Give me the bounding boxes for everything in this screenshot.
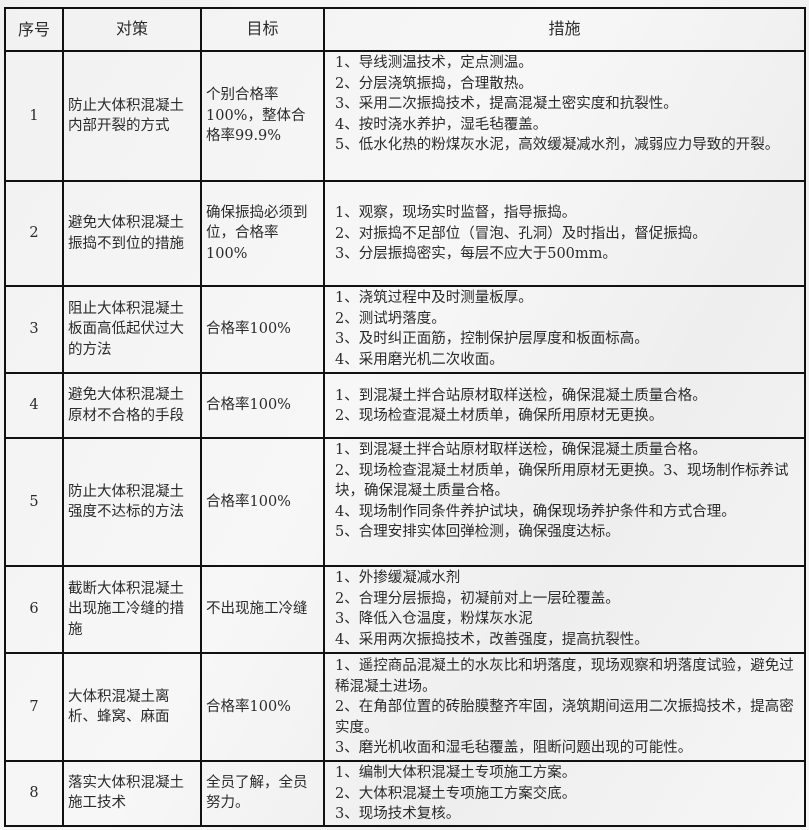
measure-item: 3、采用二次振捣技术，提高混凝土密实度和抗裂性。 [335,96,678,112]
table-row: 5 防止大体积混凝土强度不达标的方法 合格率100% 1、到混凝土拌合站原材取样送检，… [4,437,806,567]
strategy-cell: 落实大体积混凝土施工技术 [62,760,202,827]
table-row: 4 避免大体积混凝土原材不合格的手段 合格率100% 1、到混凝土拌合站原材取样送检，… [4,372,806,439]
goal-cell: 个别合格率100%，整体合格率99.9% [200,50,325,182]
goal-cell: 不出现施工冷缝 [200,565,325,654]
measure-item: 2、测试坍落度。 [335,310,446,327]
strategy-cell: 阻止大体积混凝土板面高低起伏过大的方法 [62,285,202,374]
header-row: 序号 对策 目标 措施 [4,7,806,52]
measure-item: 2、大体积混凝土专项施工方案交底。 [335,785,577,802]
measure-item: 1、编制大体积混凝土专项施工方案。 [335,765,577,781]
table-row: 1 防止大体积混凝土内部开裂的方式 个别合格率100%，整体合格率99.9% 1、导线… [4,50,806,182]
table-row: 7 大体积混凝土离析、蜂窝、麻面 合格率100% 1、遥控商品混凝土的水灰比和坍落度，… [4,652,806,762]
measure-item: 2、在角部位置的砖胎膜整齐牢固，浇筑期间运用二次振捣技术，提高密实度。 [335,699,794,736]
measure-item: 2、合理分层振捣，初凝前对上一层砼覆盖。 [335,590,620,607]
measure-item: 2、对振捣不足部位（冒泡、孔洞）及时指出，督促振捣。 [335,225,707,242]
measures-cell: 1、编制大体积混凝土专项施工方案。 2、大体积混凝土专项施工方案交底。 3、现场技术… [323,760,806,827]
measure-item: 3、磨光机收面和湿毛毡覆盖，阻断问题出现的可能性。 [335,740,693,757]
strategy-cell: 截断大体积混凝土出现施工冷缝的措施 [62,565,202,654]
measures-cell: 1、遥控商品混凝土的水灰比和坍落度，现场观察和坍落度试验，避免过稀混凝土进场。 2… [323,652,806,762]
row-number: 5 [4,437,64,567]
row-number: 3 [4,285,64,374]
measure-item: 5、低水化热的粉煤灰水泥，高效缓凝减水剂，减弱应力导致的开裂。 [335,137,780,153]
strategy-cell: 避免大体积混凝土振捣不到位的措施 [62,180,202,287]
row-number: 7 [4,652,64,762]
row-number: 4 [4,372,64,439]
measures-cell: 1、导线测温技术，定点测温。 2、分层浇筑振捣，合理散热。 3、采用二次振捣技术，提… [323,50,806,182]
strategy-cell: 大体积混凝土离析、蜂窝、麻面 [62,652,202,762]
measure-item: 3、及时纠正面筋，控制保护层厚度和板面标高。 [335,331,649,347]
goal-cell: 合格率100% [200,372,325,439]
measure-item: 1、导线测温技术，定点测温。 [335,55,533,71]
table-row: 8 落实大体积混凝土施工技术 全员了解，全员努力。 1、编制大体积混凝土专项施工方案。… [4,760,806,827]
measure-item: 4、采用磨光机二次收面。 [335,351,504,368]
goal-cell: 合格率100% [200,285,325,374]
goal-cell: 全员了解，全员努力。 [200,760,325,827]
measure-item: 1、浇筑过程中及时测量板厚。 [335,290,533,306]
strategy-cell: 防止大体积混凝土内部开裂的方式 [62,50,202,182]
strategy-cell: 避免大体积混凝土原材不合格的手段 [62,372,202,439]
header-goal: 目标 [200,7,325,52]
measure-item: 4、采用两次振捣技术，改善强度，提高抗裂性。 [335,631,649,648]
table-row: 2 避免大体积混凝土振捣不到位的措施 确保振捣必须到位，合格率100% 1、观察，现场… [4,180,806,287]
row-number: 6 [4,565,64,654]
measure-item: 3、现场技术复核。 [335,806,461,822]
table-row: 6 截断大体积混凝土出现施工冷缝的措施 不出现施工冷缝 1、外掺缓凝减水剂 2、合理分层… [4,565,806,654]
measure-item: 4、按时浇水养护，湿毛毡覆盖。 [335,116,548,133]
measure-item: 1、遥控商品混凝土的水灰比和坍落度，现场观察和坍落度试验，避免过稀混凝土进场。 [335,658,794,695]
goal-cell: 确保振捣必须到位，合格率100% [200,180,325,287]
header-measures: 措施 [323,7,806,52]
measure-item: 2、现场检查混凝土材质单，确保所用原材无更换。 [335,408,664,424]
measure-item: 1、到混凝土拌合站原材取样送检，确保混凝土质量合格。 [335,442,707,458]
measure-item: 3、降低入仓温度，粉煤灰水泥 [335,611,533,627]
measures-cell: 1、外掺缓凝减水剂 2、合理分层振捣，初凝前对上一层砼覆盖。 3、降低入仓温度，粉煤… [323,565,806,654]
measure-item: 1、到混凝土拌合站原材取样送检，确保混凝土质量合格。 [335,387,707,404]
measure-item: 3、分层振捣密实，每层不应大于500mm。 [335,246,617,263]
measures-cell: 1、观察，现场实时监督，指导振捣。 2、对振捣不足部位（冒泡、孔洞）及时指出，督促… [323,180,806,287]
measure-item: 4、现场制作同条件养护试块，确保现场养护条件和方式合理。 [335,503,736,520]
measures-cell: 1、到混凝土拌合站原材取样送检，确保混凝土质量合格。 2、现场检查混凝土材质单，确… [323,372,806,439]
measure-item: 1、外掺缓凝减水剂 [335,570,461,586]
table-row: 3 阻止大体积混凝土板面高低起伏过大的方法 合格率100% 1、浇筑过程中及时测量板厚… [4,285,806,374]
goal-cell: 合格率100% [200,652,325,762]
header-strategy: 对策 [62,7,202,52]
row-number: 2 [4,180,64,287]
measures-table: 序号 对策 目标 措施 1 防止大体积混凝土内部开裂的方式 个别合格率100%，整体… [4,7,806,827]
strategy-cell: 防止大体积混凝土强度不达标的方法 [62,437,202,567]
row-number: 1 [4,50,64,182]
row-number: 8 [4,760,64,827]
measure-item: 1、观察，现场实时监督，指导振捣。 [335,205,577,222]
measure-item: 5、合理安排实体回弹检测，确保强度达标。 [335,524,620,540]
header-no: 序号 [4,7,64,52]
measures-cell: 1、到混凝土拌合站原材取样送检，确保混凝土质量合格。 2、现场检查混凝土材质单，确… [323,437,806,567]
goal-cell: 合格率100% [200,437,325,567]
measure-item: 2、现场检查混凝土材质单，确保所用原材无更换。3、现场制作标养试块，确保混凝土质… [335,462,789,500]
measures-cell: 1、浇筑过程中及时测量板厚。 2、测试坍落度。 3、及时纠正面筋，控制保护层厚度和板… [323,285,806,374]
measure-item: 2、分层浇筑振捣，合理散热。 [335,75,533,92]
